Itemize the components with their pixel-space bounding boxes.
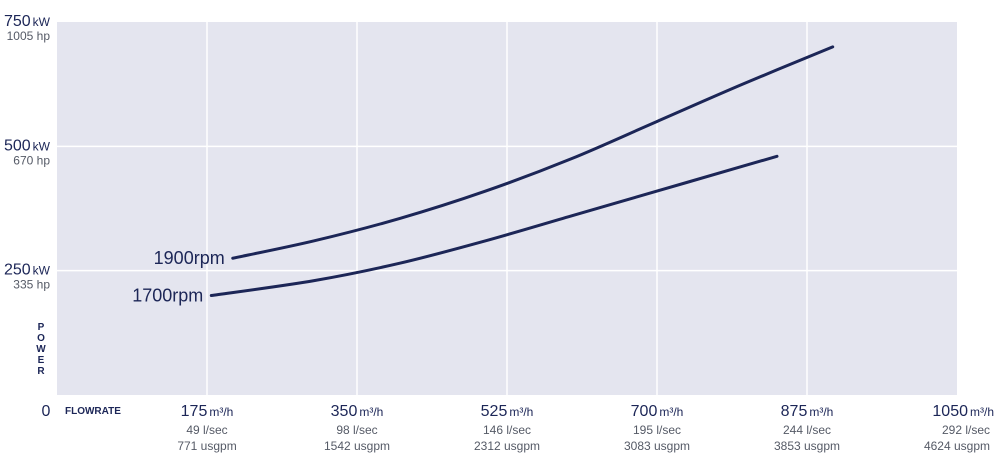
x-tick-sublabel: 2312 usgpm	[474, 439, 540, 453]
series-lines	[209, 45, 835, 298]
y-tick-label: 250 kW	[4, 262, 51, 279]
y-tick-sublabel: 1005 hp	[7, 29, 51, 43]
x-tick-label: 525 m³/h	[481, 403, 534, 420]
x-tick-sublabel: 292 l/sec	[942, 423, 990, 437]
origin-label: 0	[42, 403, 51, 420]
y-axis-label-letter: R	[37, 366, 45, 377]
y-axis-label-letter: O	[37, 333, 45, 344]
y-axis-label-letter: W	[36, 344, 46, 355]
series-line-1900rpm	[231, 45, 835, 260]
x-tick-sublabel: 771 usgpm	[177, 439, 236, 453]
x-tick-sublabel: 4624 usgpm	[924, 439, 990, 453]
y-tick-label: 750 kW	[4, 13, 51, 30]
series-labels: 1900rpm 1700rpm	[132, 248, 224, 305]
y-tick-sublabel: 335 hp	[13, 278, 50, 292]
x-tick-label: 875 m³/h	[781, 403, 834, 420]
series-label: 1900rpm	[154, 248, 225, 268]
x-axis-label: FLOWRATE	[65, 406, 121, 417]
x-tick-label: 1050 m³/h	[932, 403, 994, 420]
y-tick-sublabel: 670 hp	[13, 153, 50, 167]
series-line-1700rpm	[209, 154, 779, 298]
x-tick-sublabel: 98 l/sec	[336, 423, 377, 437]
series-label: 1700rpm	[132, 286, 203, 306]
x-tick-sublabel: 146 l/sec	[483, 423, 531, 437]
x-tick-sublabel: 244 l/sec	[783, 423, 831, 437]
x-tick-sublabel: 3853 usgpm	[774, 439, 840, 453]
y-axis-label-letter: P	[38, 322, 45, 333]
x-tick-label: 175 m³/h	[181, 403, 234, 420]
gridlines	[57, 22, 957, 395]
y-tick-label: 500 kW	[4, 137, 51, 154]
x-tick-label: 700 m³/h	[631, 403, 684, 420]
x-tick-sublabel: 3083 usgpm	[624, 439, 690, 453]
x-tick-sublabel: 1542 usgpm	[324, 439, 390, 453]
x-tick-label: 350 m³/h	[331, 403, 384, 420]
x-tick-sublabel: 49 l/sec	[186, 423, 227, 437]
x-tick-sublabel: 195 l/sec	[633, 423, 681, 437]
y-axis-label-letter: E	[38, 355, 45, 366]
x-tick-labels: 175 m³/h 49 l/sec 771 usgpm 350 m³/h 98 l/sec 1…	[177, 403, 994, 453]
